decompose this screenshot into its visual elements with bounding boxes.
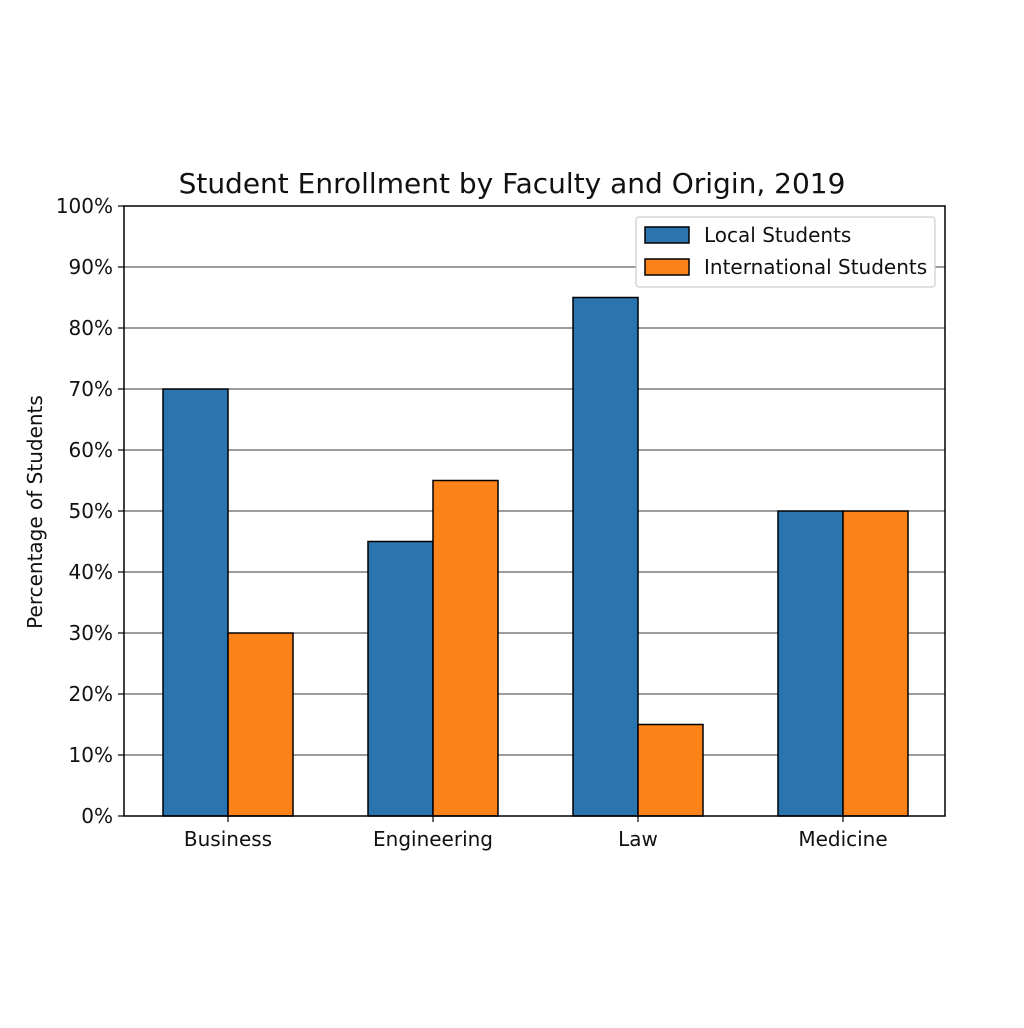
y-tick-label: 70% — [69, 377, 113, 401]
x-tick-label: Business — [184, 827, 272, 851]
bar-business-local — [162, 388, 229, 817]
bar-law-international — [637, 723, 704, 817]
x-tick-label: Medicine — [798, 827, 887, 851]
legend: Local Students International Students — [635, 216, 936, 288]
bar-engineering-local — [367, 540, 434, 817]
y-axis-ticks: 0% 10% 20% 30% 40% 50% 60% 70% 80% 90% 100% — [56, 194, 124, 828]
legend-frame — [635, 216, 936, 288]
bar-business-international — [227, 632, 294, 817]
legend-swatch-local — [644, 226, 690, 244]
x-axis-ticks: Business Engineering Law Medicine — [184, 816, 888, 851]
x-tick-label: Engineering — [373, 827, 493, 851]
y-tick-label: 20% — [69, 682, 113, 706]
y-tick-label: 100% — [56, 194, 113, 218]
bar-medicine-international — [842, 510, 909, 817]
bar-engineering-international — [432, 479, 499, 817]
bar-law-local — [572, 296, 639, 817]
y-tick-label: 40% — [69, 560, 113, 584]
bars — [162, 296, 909, 817]
bar-medicine-local — [777, 510, 844, 817]
chart-title: Student Enrollment by Faculty and Origin… — [179, 167, 846, 200]
y-tick-label: 30% — [69, 621, 113, 645]
y-tick-label: 90% — [69, 255, 113, 279]
x-tick-label: Law — [618, 827, 658, 851]
legend-label-local: Local Students — [704, 223, 851, 247]
y-tick-label: 80% — [69, 316, 113, 340]
y-tick-label: 60% — [69, 438, 113, 462]
legend-swatch-international — [644, 258, 690, 276]
y-tick-label: 0% — [81, 804, 113, 828]
y-tick-label: 10% — [69, 743, 113, 767]
legend-label-international: International Students — [704, 255, 927, 279]
y-tick-label: 50% — [69, 499, 113, 523]
y-axis-label: Percentage of Students — [23, 395, 47, 629]
